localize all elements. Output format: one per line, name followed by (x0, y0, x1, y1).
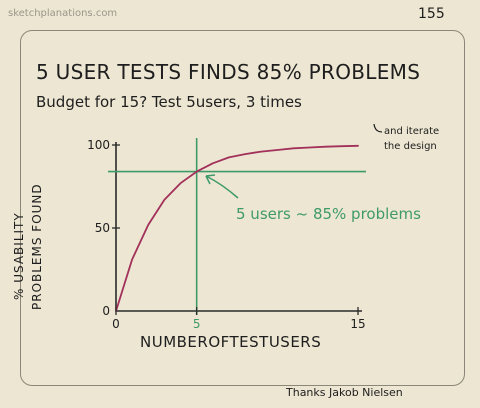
x-axis-label: NUMBEROFTESTUSERS (140, 333, 322, 351)
series-group (115, 144, 359, 312)
note-bracket (373, 123, 383, 133)
axes (115, 142, 362, 312)
annotation-arrow (205, 175, 239, 199)
credit-line: Thanks Jakob Nielsen (286, 386, 403, 399)
reference-lines (108, 123, 383, 315)
headline: 5 USER TESTS FINDS 85% PROBLEMS (36, 60, 421, 84)
x-tick-label-2: 15 (350, 317, 365, 331)
iterate-note-line-1: and iterate (384, 126, 440, 137)
series-line-0 (115, 144, 359, 312)
iterate-note-line-2: the design (384, 141, 437, 152)
y-tick-label-0: 0 (102, 304, 110, 318)
page-number: 155 (418, 6, 445, 22)
x-tick-label-0: 0 (112, 317, 120, 331)
x-tick-label-1: 5 (193, 317, 201, 331)
y-tick-label-2: 100 (87, 138, 110, 152)
annotation-label: 5 users ~ 85% problems (236, 205, 421, 223)
annotation-arrowhead (205, 174, 216, 185)
y-tick-label-1: 50 (95, 221, 110, 235)
y-axis-label-line-2: PROBLEMS FOUND (30, 183, 44, 310)
subheadline: Budget for 15? Test 5users, 3 times (36, 93, 302, 111)
sketch-frame (20, 30, 465, 386)
tick-labels: 0 5 15 0 50 100 (87, 138, 366, 331)
site-watermark: sketchplanations.com (8, 8, 118, 19)
y-axis-label-line-1: % USABILITY (12, 212, 26, 300)
